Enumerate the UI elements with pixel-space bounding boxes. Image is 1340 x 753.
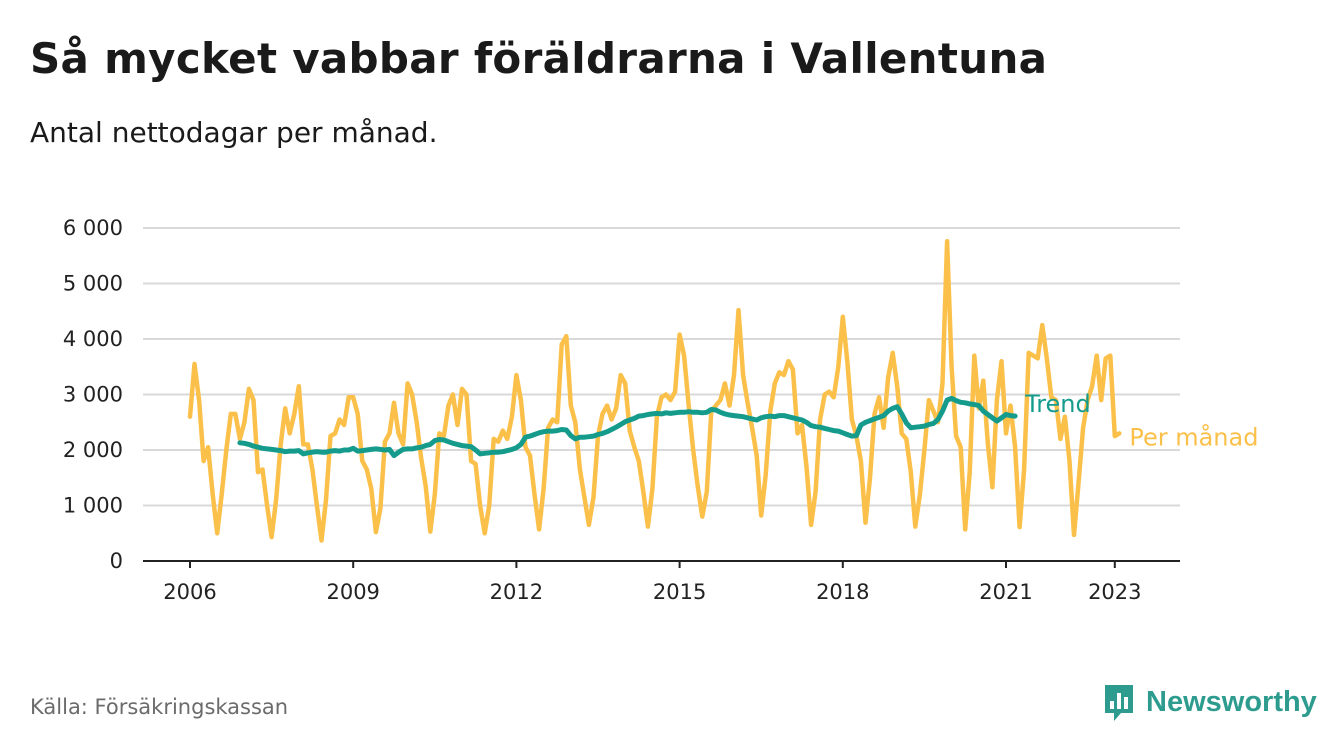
y-tick-label: 6 000 [63,216,123,240]
y-tick-label: 1 000 [63,494,123,518]
line-chart: 0 1 000 2 000 3 000 4 000 5 000 6 000 2006 2009 2… [63,216,1259,604]
x-tick-label: 2021 [979,580,1032,604]
brand-logo[interactable]: Newsworthy [1102,682,1317,722]
series-label-per-manad: Per månad [1129,422,1258,451]
x-tick-label: 2023 [1088,580,1141,604]
y-tick-label: 4 000 [63,327,123,351]
x-tick-label: 2009 [326,580,379,604]
x-tick-label: 2006 [163,580,216,604]
series-label-trend: Trend [1024,390,1091,418]
y-tick-label: 5 000 [63,272,123,296]
x-tick-label: 2015 [653,580,706,604]
series-line-per-manad [187,239,1122,543]
chart-title: Så mycket vabbar föräldrarna i Vallentun… [30,34,1048,83]
x-tick-label: 2018 [816,580,869,604]
source-note: Källa: Försäkringskassan [30,695,289,719]
x-tick-label: 2012 [490,580,543,604]
brand-name: Newsworthy [1146,685,1317,718]
y-tick-label: 3 000 [63,383,123,407]
y-tick-label: 2 000 [63,438,123,462]
chart-subtitle: Antal nettodagar per månad. [30,116,438,149]
newsworthy-logo-icon [1105,685,1133,721]
series-line-trend [237,395,1018,459]
y-tick-label: 0 [110,549,123,573]
